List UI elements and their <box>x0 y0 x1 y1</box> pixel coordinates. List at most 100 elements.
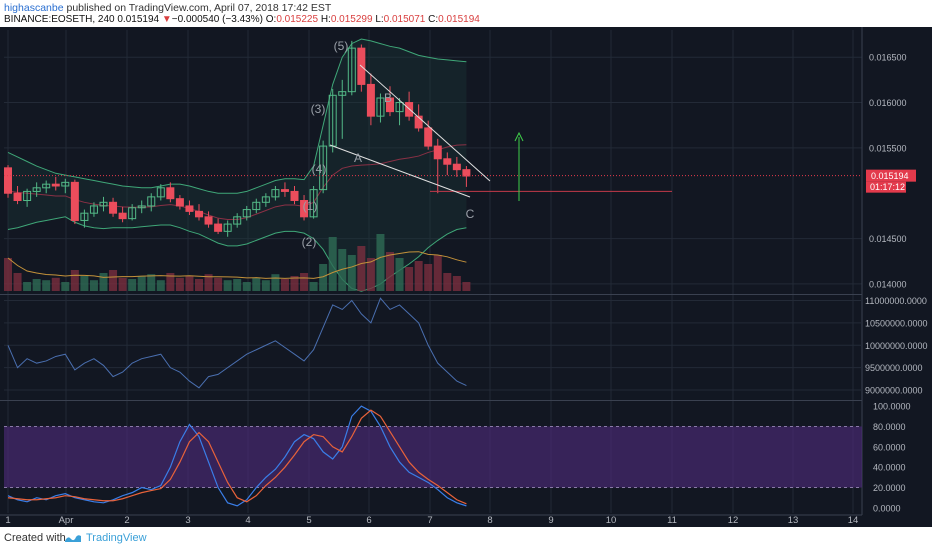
bollinger-fill <box>8 39 467 292</box>
price-chart[interactable]: (1) (2) (3) (4) (5) A B C 0.016500 0.016000 0.015… <box>0 27 932 527</box>
candle-body <box>452 163 461 171</box>
published-text: published on TradingView.com, April 07, … <box>63 2 332 14</box>
wave-label: (1) <box>303 199 318 213</box>
bollinger-upper <box>7 38 467 194</box>
candle-body <box>137 205 146 209</box>
stoch-tick-label: 60.0000 <box>873 442 906 452</box>
wave-label: (3) <box>311 102 326 116</box>
volume-bar <box>309 282 318 291</box>
volume-bar <box>118 277 127 291</box>
countdown-tag <box>866 181 906 193</box>
last-price-tag-label: 0.015194 <box>871 171 909 181</box>
volume-bar <box>424 264 433 291</box>
volume-bar <box>204 274 213 291</box>
publish-info: highascanbe published on TradingView.com… <box>4 2 331 14</box>
candle-body <box>395 102 404 113</box>
stoch-d-line <box>7 409 467 505</box>
volume-bar <box>376 234 385 291</box>
abc-label: A <box>354 151 362 165</box>
candle-body <box>80 212 89 221</box>
candle-body <box>233 216 242 225</box>
wave-label: (2) <box>302 235 317 249</box>
price-tick-label: 0.014500 <box>869 234 907 244</box>
candle-body <box>223 223 232 232</box>
volume-bar <box>223 280 232 291</box>
volume-bar <box>414 261 423 291</box>
volume-bar <box>175 277 184 291</box>
price-tick-label: 0.015500 <box>869 143 907 153</box>
drawings: (1) (2) (3) (4) (5) A B C <box>4 39 862 249</box>
volume-bar <box>443 273 452 291</box>
candle-body <box>271 189 280 198</box>
candle-body <box>252 201 261 211</box>
chart-header: highascanbe published on TradingView.com… <box>0 0 932 27</box>
candle-body <box>109 201 118 214</box>
stoch-tick-label: 0.0000 <box>873 503 901 513</box>
x-tick-label: 5 <box>306 515 311 526</box>
stoch-band <box>4 426 862 488</box>
volume-bar <box>280 279 289 291</box>
obv-pane <box>4 297 862 391</box>
candle-body <box>156 187 165 198</box>
candle-body <box>462 169 471 177</box>
volume-bar <box>156 280 165 291</box>
candle-body <box>376 97 385 117</box>
volume-bar <box>109 270 118 291</box>
tradingview-brand[interactable]: TradingView <box>86 532 147 544</box>
volume-bar <box>70 270 79 291</box>
obv-tick-label: 9000000.0000 <box>865 386 923 396</box>
x-tick-label: 9 <box>548 515 553 526</box>
volume-bar <box>252 277 261 291</box>
axes: 0.016500 0.016000 0.015500 0.014500 0.014000… <box>5 53 927 526</box>
candle-body <box>309 189 318 218</box>
volume-bar <box>214 277 223 291</box>
volume-bar <box>23 282 32 291</box>
stoch-tick-label: 40.0000 <box>873 463 906 473</box>
volume-bar <box>357 246 366 291</box>
high-label: H: <box>320 14 331 25</box>
created-with-text: Created with <box>4 532 66 544</box>
candle-body <box>414 115 423 129</box>
volume-bar <box>185 276 194 291</box>
volume-bar <box>32 279 41 291</box>
candle-body <box>319 145 328 191</box>
stoch-pane <box>4 405 862 507</box>
wedge-upper-line <box>359 64 491 182</box>
candle-body <box>99 201 108 207</box>
x-tick-label: 6 <box>366 515 371 526</box>
candle-body <box>147 196 156 207</box>
volume-bar <box>89 280 98 291</box>
volume-bar <box>338 249 347 291</box>
author-link[interactable]: highascanbe <box>4 2 64 14</box>
obv-tick-label: 10500000.0000 <box>865 318 928 328</box>
obv-line <box>7 297 467 389</box>
volume-bar <box>347 255 356 291</box>
abc-label: B <box>384 91 392 105</box>
volume-bar <box>147 274 156 291</box>
stoch-tick-label: 100.0000 <box>873 402 911 412</box>
candle-body <box>261 196 270 203</box>
low-label: L: <box>375 14 384 25</box>
price-tick-label: 0.016000 <box>869 98 907 108</box>
open-value: 0.015225 <box>276 14 319 25</box>
open-label: O: <box>265 14 277 25</box>
volume-bar <box>366 258 375 291</box>
candle-body <box>338 91 347 96</box>
candle-body <box>242 209 251 218</box>
candle-body <box>51 183 60 187</box>
volume-bar <box>80 276 89 291</box>
candle-body <box>347 47 356 93</box>
volume-bar <box>386 252 394 291</box>
x-tick-label: 7 <box>427 515 432 526</box>
candle-body <box>214 223 223 232</box>
symbol-info: BINANCE:EOSETH, 240 0.015194 ▼−0.000540 … <box>4 14 480 25</box>
x-tick-label: 12 <box>728 515 739 526</box>
candle-body <box>290 190 299 201</box>
abc-label: C <box>466 207 475 221</box>
volume-bar <box>319 264 328 291</box>
x-tick-label: 14 <box>848 515 859 526</box>
volume-bar <box>13 273 22 291</box>
volume-bar <box>242 282 251 291</box>
candle-body <box>366 83 375 117</box>
candle-body <box>443 158 452 165</box>
